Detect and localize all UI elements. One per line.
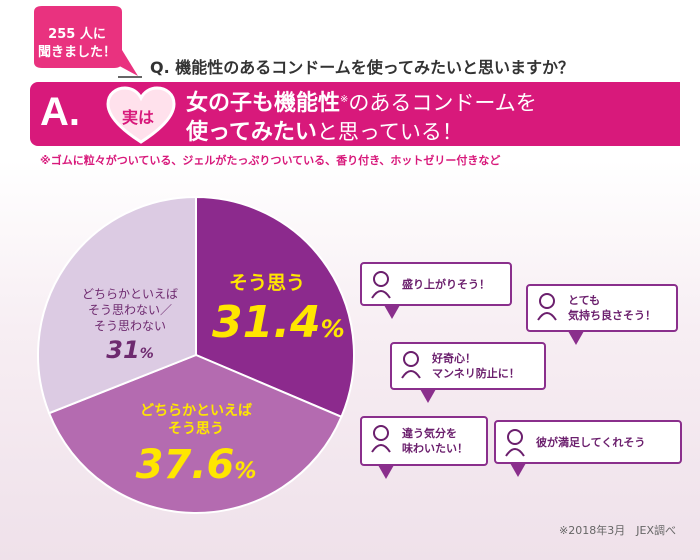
answer-line-1-bold: 女の子も機能性: [186, 91, 341, 116]
footnote: ※ゴムに粒々がついている、ジェルがたっぷりついている、香り付き、ホットゼリー付き…: [40, 154, 501, 167]
agree-title: そう思う: [228, 272, 305, 294]
answer-line-2-rest: と思っている！: [316, 120, 463, 144]
somewhat-line-1: どちらかといえば: [140, 403, 252, 419]
question-connector: [118, 76, 142, 78]
woman-avatar-icon: [505, 429, 525, 457]
comment-2-line-2: 気持ち良さそう！: [568, 309, 656, 322]
pie-slice-disagree: [37, 195, 197, 415]
comment-1-line-1: 盛り上がりそう！: [402, 277, 490, 291]
woman-avatar-icon: [371, 271, 391, 299]
bubble-tail: [568, 331, 584, 345]
bubble-tail: [384, 305, 400, 319]
comment-2-line-1: とても: [568, 294, 601, 307]
answer-line-1-rest: のあるコンドームを: [348, 91, 537, 115]
pie-slice-somewhat-agree: [47, 353, 343, 514]
somewhat-value: 37.6: [135, 442, 235, 488]
disagree-value: 31: [106, 336, 140, 364]
comment-3-line-1: 好奇心！: [432, 352, 476, 365]
comment-4-line-1: 違う気分を: [402, 427, 457, 440]
disagree-unit: %: [139, 346, 154, 362]
heart-icon: [106, 86, 176, 144]
answer-mark: ※: [340, 94, 349, 105]
badge-line-1: 255 人に: [48, 27, 106, 42]
disagree-line-2: そう思わない／: [87, 303, 172, 317]
disagree-line-1: どちらかといえば: [81, 287, 178, 301]
woman-avatar-icon: [537, 293, 557, 321]
woman-avatar-icon: [371, 425, 391, 453]
comment-5-line-1: 彼が満足してくれそう: [536, 435, 646, 449]
bubble-tail: [420, 389, 436, 403]
speech-badge-icon: [34, 6, 138, 76]
comment-bubble-2: とても気持ち良さそう！: [526, 284, 678, 345]
heart-text: 実は: [122, 108, 155, 127]
slice-label-disagree: どちらかといえば そう思わない／ そう思わない 31%: [60, 286, 200, 364]
comment-bubble-3: 好奇心！ マンネリ防止に！: [390, 342, 546, 403]
answer-line-1: 女の子も機能性※のあるコンドームを: [186, 85, 537, 117]
question-text: Q. 機能性のあるコンドームを使ってみたいと思いますか？: [150, 58, 574, 77]
woman-avatar-icon: [401, 351, 421, 379]
somewhat-line-2: そう思う: [168, 421, 224, 437]
answer-line-2-bold: 使ってみたい: [186, 120, 317, 145]
slice-label-agree: そう思う 31.4%: [212, 268, 345, 348]
comment-4-line-2: 味わいたい！: [402, 442, 468, 455]
badge-line-2: 聞きました！: [37, 45, 116, 60]
agree-value: 31.4: [212, 297, 321, 348]
comment-bubble-5: 彼が満足してくれそう: [494, 420, 682, 477]
answer-label: A.: [40, 90, 80, 134]
agree-unit: %: [320, 315, 345, 343]
somewhat-unit: %: [234, 459, 257, 484]
comment-bubble-1: 盛り上がりそう！: [360, 262, 512, 319]
answer-line-2: 使ってみたいと思っている！: [186, 114, 463, 146]
comment-3-line-2: マンネリ防止に！: [432, 367, 520, 380]
respondent-badge: 255 人に 聞きました！: [26, 4, 144, 80]
source-note: ※2018年3月 JEX調べ: [559, 524, 676, 537]
comment-bubble-4: 違う気分を味わいたい！: [360, 416, 488, 479]
slice-label-somewhat: どちらかといえば そう思う 37.6%: [120, 402, 272, 488]
pie-slice-agree: [195, 195, 355, 419]
bubble-tail: [378, 465, 394, 479]
bubble-tail: [510, 463, 526, 477]
disagree-line-3: そう思わない: [93, 319, 166, 333]
